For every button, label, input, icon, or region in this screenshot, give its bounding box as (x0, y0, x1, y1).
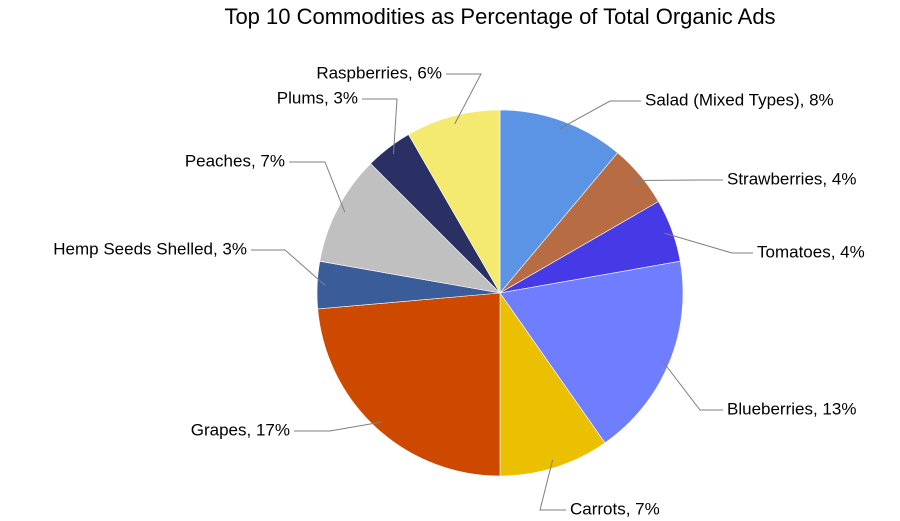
leader-line (664, 232, 753, 254)
leader-line (559, 100, 641, 130)
leader-line (634, 179, 723, 181)
slice-label: Tomatoes, 4% (757, 242, 865, 261)
leader-line (661, 359, 723, 411)
slice-label: Raspberries, 6% (316, 63, 442, 82)
slice-label: Strawberries, 4% (727, 169, 856, 188)
pie-slice-peaches (319, 163, 501, 294)
slice-label: Salad (Mixed Types), 8% (645, 90, 834, 109)
slice-labels: Salad (Mixed Types), 8% Strawberries, 4% T… (53, 63, 864, 518)
slice-label: Peaches, 7% (185, 151, 285, 170)
leader-line (362, 98, 398, 155)
pie-slice-salad-mixed-types (499, 109, 619, 294)
pie-slices (316, 109, 684, 477)
leader-lines (251, 73, 753, 511)
chart-title: Top 10 Commodities as Percentage of Tota… (224, 4, 776, 29)
slice-label: Blueberries, 13% (727, 399, 856, 418)
leader-line (289, 161, 346, 213)
slice-label: Plums, 3% (277, 88, 358, 107)
leader-line (294, 421, 382, 432)
pie-slice-carrots (499, 292, 606, 477)
slice-label: Grapes, 17% (191, 420, 290, 439)
pie-slice-raspberries (408, 109, 501, 295)
leader-line (251, 249, 326, 286)
leader-line (446, 73, 482, 125)
pie-slice-grapes (317, 292, 501, 477)
slice-label: Carrots, 7% (570, 499, 660, 518)
leader-line (539, 459, 566, 511)
slice-label: Hemp Seeds Shelled, 3% (53, 239, 247, 258)
pie-slice-blueberries (499, 260, 684, 444)
